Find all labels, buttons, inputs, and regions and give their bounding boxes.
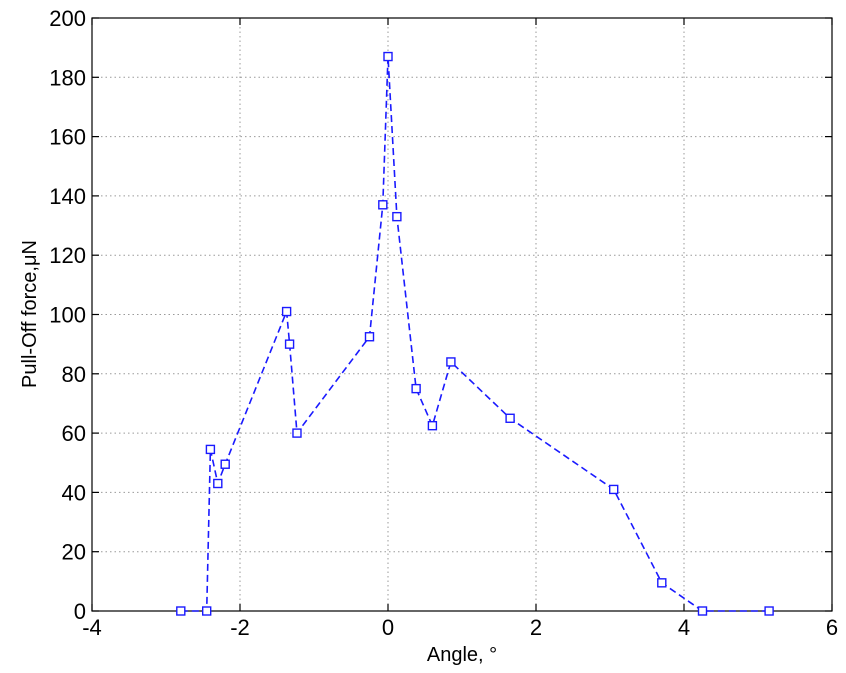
data-point bbox=[657, 578, 667, 588]
data-point bbox=[378, 200, 388, 210]
x-axis-title: Angle, ° bbox=[427, 644, 497, 666]
data-point bbox=[505, 413, 515, 423]
y-tick-label: 100 bbox=[49, 303, 86, 328]
y-tick-label: 160 bbox=[49, 125, 86, 150]
x-tick-label: -2 bbox=[230, 615, 250, 640]
y-tick-label: 180 bbox=[49, 65, 86, 90]
y-tick-label: 60 bbox=[62, 421, 86, 446]
x-tick-label: 4 bbox=[678, 615, 690, 640]
y-axis-title: Pull-Off force,μN bbox=[19, 240, 41, 388]
data-point bbox=[176, 606, 186, 616]
data-point bbox=[427, 420, 438, 431]
data-point bbox=[201, 606, 212, 616]
x-tick-label: 2 bbox=[530, 615, 542, 640]
series-group bbox=[176, 51, 774, 616]
data-point bbox=[609, 484, 619, 495]
data-point bbox=[764, 606, 774, 616]
data-point bbox=[364, 332, 375, 342]
axis-ticks bbox=[91, 17, 833, 612]
data-point bbox=[292, 428, 302, 438]
data-point bbox=[220, 459, 230, 469]
x-tick-label: 0 bbox=[382, 615, 394, 640]
y-tick-label: 200 bbox=[49, 6, 86, 31]
data-point bbox=[446, 357, 456, 367]
y-tick-label: 0 bbox=[74, 599, 86, 624]
data-point bbox=[205, 444, 216, 455]
y-tick-label: 40 bbox=[62, 480, 86, 505]
y-tick-label: 20 bbox=[62, 540, 86, 565]
x-tick-label: 6 bbox=[826, 615, 838, 640]
data-point bbox=[383, 51, 393, 62]
data-point bbox=[411, 383, 421, 394]
data-point bbox=[281, 306, 292, 317]
data-point bbox=[697, 606, 708, 616]
grid bbox=[92, 18, 832, 611]
y-tick-label: 80 bbox=[62, 362, 86, 387]
x-tick-label: -4 bbox=[82, 615, 102, 640]
data-point bbox=[213, 478, 223, 489]
series-line bbox=[180, 56, 770, 612]
data-point bbox=[392, 211, 402, 222]
y-tick-label: 120 bbox=[49, 243, 86, 268]
y-tick-label: 140 bbox=[49, 184, 86, 209]
data-point bbox=[284, 339, 295, 349]
